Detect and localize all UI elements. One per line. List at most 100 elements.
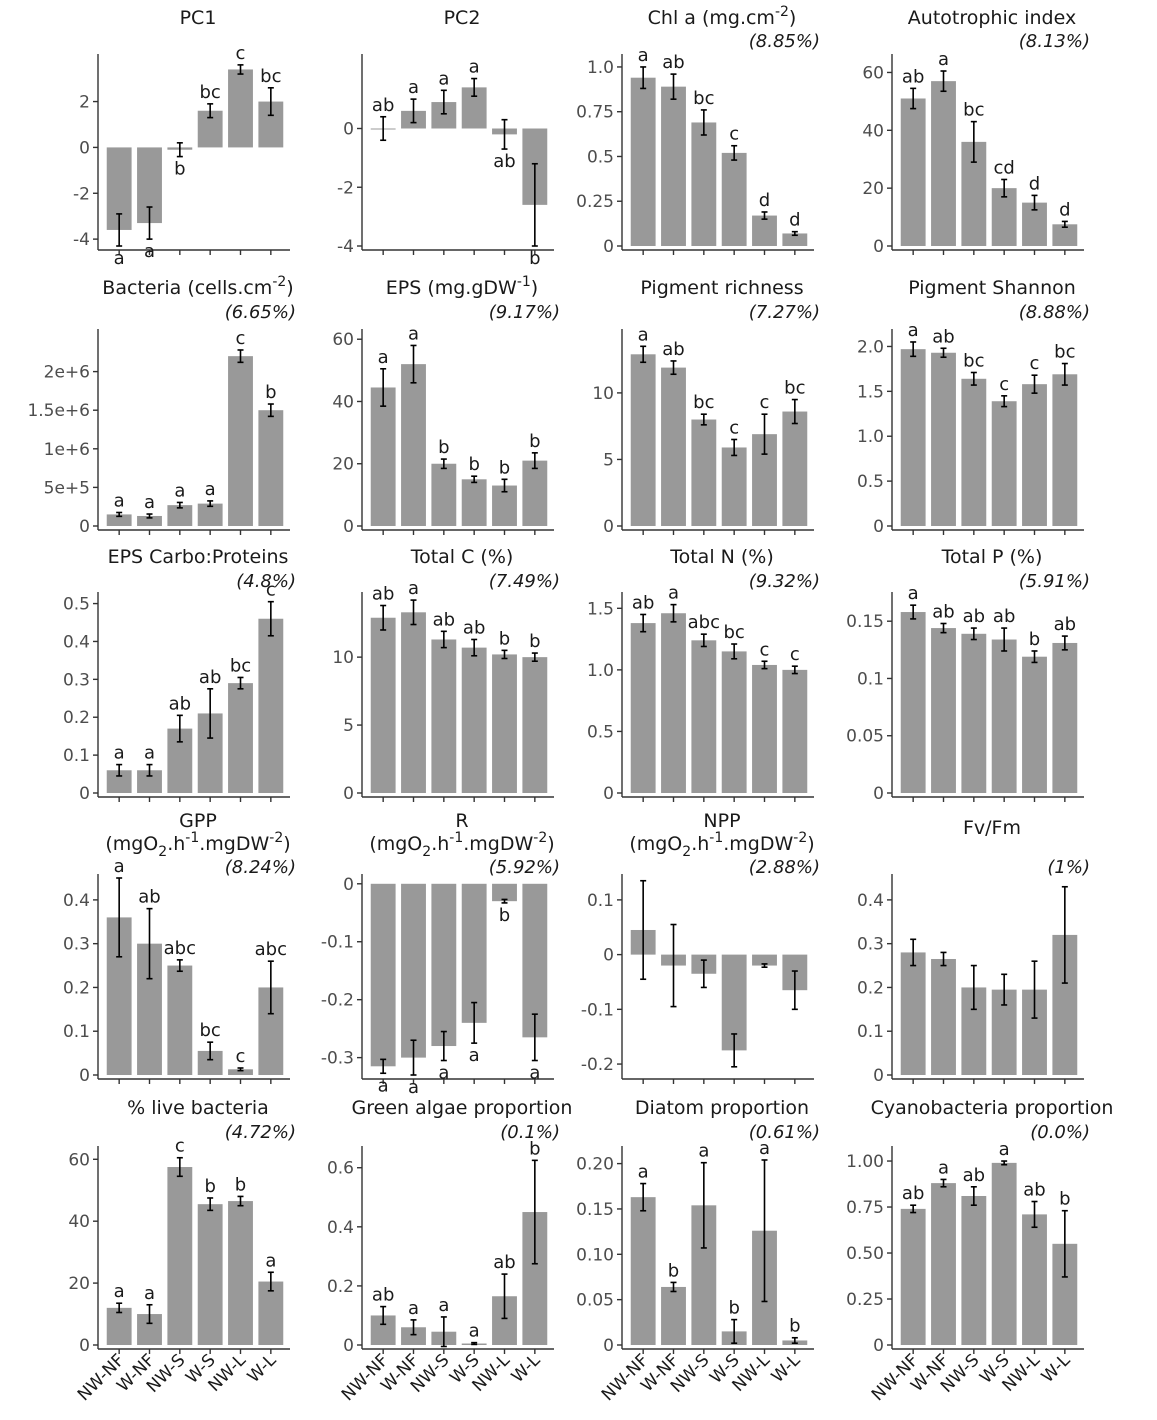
- significance-letter: b: [499, 905, 510, 926]
- significance-letter: a: [114, 856, 125, 877]
- y-tick-label: 40: [332, 392, 354, 412]
- y-tick-label: 0.1: [587, 891, 614, 911]
- significance-letter: ab: [169, 693, 191, 714]
- significance-letter: a: [668, 583, 679, 604]
- y-tick-label: 0.1: [857, 669, 884, 689]
- panel-title-text: Chl a (mg.cm: [648, 7, 775, 29]
- significance-letter: cd: [994, 157, 1015, 178]
- significance-letter: ab: [493, 1252, 515, 1273]
- y-tick-label: 0.3: [63, 935, 90, 955]
- bar: [167, 505, 193, 526]
- chart-panel-3: Chl a (mg.cm-2)(8.85%) 0 0.25 0.5 0.75 1.0 a ab…: [576, 4, 820, 257]
- significance-letter: c: [1030, 353, 1040, 374]
- y-tick-label: 40: [862, 121, 884, 141]
- bar: [752, 954, 777, 966]
- y-tick-label: -4: [337, 237, 354, 257]
- bar: [258, 410, 284, 526]
- significance-letter: bc: [230, 655, 251, 676]
- panel-title-units-part: ): [807, 833, 814, 855]
- y-tick-label: 10: [332, 648, 354, 668]
- y-tick-label: 1e+6: [44, 440, 90, 460]
- panel-title-units-part: -1: [709, 830, 723, 846]
- significance-letter: c: [266, 580, 276, 601]
- significance-letter: bc: [260, 66, 281, 87]
- y-tick-label: 0.3: [63, 670, 90, 690]
- y-tick-label: 2: [79, 93, 90, 113]
- panel-title: Diatom proportion: [635, 1097, 809, 1119]
- significance-letter: c: [760, 639, 770, 660]
- y-tick-label: 0.1: [63, 746, 90, 766]
- y-tick-label: 5: [603, 450, 614, 470]
- panel-title-units-part: -2: [533, 830, 547, 846]
- significance-letter: bc: [1054, 342, 1075, 363]
- y-tick-label: 0: [873, 517, 884, 537]
- significance-letter: bc: [693, 392, 714, 413]
- bar: [401, 883, 426, 1058]
- y-tick-label: 0.05: [846, 727, 884, 747]
- y-tick-label: -0.3: [321, 1049, 354, 1069]
- bar: [900, 98, 926, 246]
- chart-panel-13: GPP(mgO2.h-1.mgDW-2)(8.24%)00.10.20.30.4…: [63, 810, 296, 1086]
- y-tick-label: 1.0: [857, 427, 884, 447]
- y-tick-label: 40: [68, 1212, 90, 1232]
- significance-letter: a: [378, 347, 389, 368]
- significance-letter: b: [529, 431, 540, 452]
- panel-percent: (4.8%): [236, 571, 296, 592]
- x-category-label: W-L: [1038, 1350, 1075, 1387]
- bar: [782, 411, 808, 526]
- panel-title: Fv/Fm: [963, 817, 1021, 839]
- bar: [661, 86, 686, 247]
- y-tick-label: 2.0: [857, 337, 884, 357]
- bar: [691, 640, 717, 793]
- panel-percent: (8.13%): [1019, 31, 1090, 52]
- bar: [782, 233, 808, 246]
- x-category-label: W-L: [508, 1350, 545, 1387]
- panel-title-units-part: 2: [158, 844, 167, 860]
- significance-letter: b: [499, 628, 510, 649]
- significance-letter: ab: [372, 1285, 394, 1306]
- significance-letter: ab: [632, 592, 654, 613]
- panel-title-units-part: .h: [167, 833, 185, 855]
- significance-letter: b: [265, 382, 276, 403]
- panel-title-units-part: ): [283, 833, 290, 855]
- bar: [931, 1183, 956, 1345]
- significance-letter: ab: [993, 606, 1015, 627]
- panel-title: Bacteria (cells.cm-2): [102, 274, 293, 299]
- significance-letter: a: [378, 1075, 389, 1096]
- panel-title-text: EPS (mg.gDW: [386, 277, 517, 299]
- y-tick-label: 0.20: [576, 1155, 614, 1175]
- significance-letter: ab: [1023, 1180, 1045, 1201]
- bar: [492, 654, 517, 793]
- y-tick-label: 0: [873, 237, 884, 257]
- y-tick-label: -0.2: [581, 1055, 614, 1075]
- y-tick-label: 0: [873, 1066, 884, 1086]
- y-tick-label: 0.1: [63, 1022, 90, 1042]
- y-tick-label: 0.2: [327, 1277, 354, 1297]
- bar: [630, 77, 656, 246]
- significance-letter: b: [204, 1176, 215, 1197]
- panel-percent: (0.0%): [1030, 1122, 1090, 1143]
- panel-title-units-part: ): [547, 833, 554, 855]
- chart-panel-5: Bacteria (cells.cm-2) (6.65%) 0 5e+5 1e+6 1.5…: [27, 274, 296, 537]
- bar: [961, 633, 987, 793]
- y-tick-label: 0: [343, 120, 354, 140]
- significance-letter: a: [438, 1295, 449, 1316]
- y-tick-label: 60: [862, 63, 884, 83]
- bar: [1052, 642, 1078, 793]
- y-tick-label: 20: [68, 1274, 90, 1294]
- bar: [228, 683, 253, 793]
- significance-letter: b: [529, 1138, 540, 1159]
- y-tick-label: 1.00: [846, 1152, 884, 1172]
- panel-title-units-part: (mgO: [105, 833, 158, 855]
- panel-percent: (7.27%): [749, 302, 820, 323]
- y-tick-label: 0.5: [587, 147, 614, 167]
- bar: [461, 479, 487, 526]
- panel-title-units-part: -1: [185, 830, 199, 846]
- panel-title-units-part: 2: [422, 844, 431, 860]
- significance-letter: d: [1029, 173, 1040, 194]
- panel-percent: (4.72%): [225, 1122, 296, 1143]
- bar: [931, 352, 956, 526]
- bar: [167, 965, 193, 1075]
